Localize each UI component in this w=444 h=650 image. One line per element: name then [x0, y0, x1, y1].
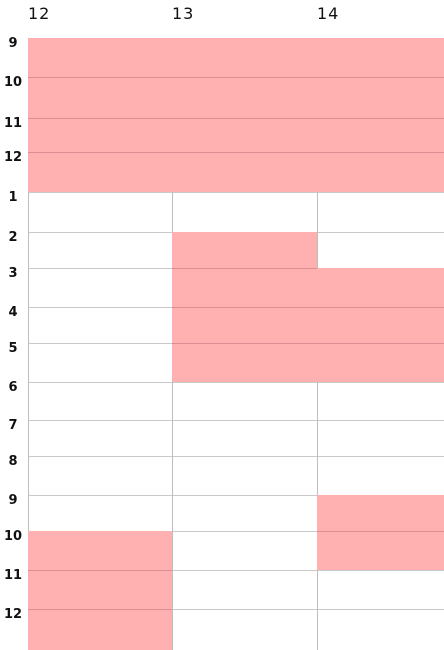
- busy-slot-divider: [317, 531, 444, 532]
- grid-hour-line: [28, 570, 444, 571]
- grid-hour-line: [28, 609, 444, 610]
- hour-label: 3: [8, 266, 18, 281]
- hour-label: 4: [8, 305, 18, 320]
- busy-slot-divider: [317, 343, 444, 344]
- hour-label: 9: [8, 36, 18, 51]
- hour-label: 11: [3, 116, 23, 131]
- busy-time-block[interactable]: [172, 232, 317, 382]
- busy-slot-divider: [317, 77, 444, 78]
- busy-slot-divider: [172, 152, 317, 153]
- busy-slot-divider: [317, 152, 444, 153]
- grid-hour-line: [28, 456, 444, 457]
- grid-hour-line: [28, 495, 444, 496]
- hour-label: 8: [8, 454, 18, 469]
- hour-label: 11: [3, 568, 23, 583]
- hour-label: 6: [8, 380, 18, 395]
- busy-time-block[interactable]: [317, 495, 444, 570]
- grid-hour-line: [28, 531, 444, 532]
- hour-label: 2: [8, 230, 18, 245]
- busy-slot-divider: [28, 118, 172, 119]
- busy-slot-divider: [317, 118, 444, 119]
- grid-hour-line: [28, 192, 444, 193]
- day-header-13: 13: [172, 4, 195, 23]
- hour-label: 9: [8, 493, 18, 508]
- hour-label: 12: [3, 607, 23, 622]
- busy-slot-divider: [28, 77, 172, 78]
- busy-slot-divider: [28, 152, 172, 153]
- busy-time-block[interactable]: [28, 531, 172, 650]
- busy-slot-divider: [28, 570, 172, 571]
- day-header-14: 14: [317, 4, 340, 23]
- busy-slot-divider: [172, 268, 317, 269]
- grid-hour-line: [28, 382, 444, 383]
- grid-day-line: [28, 38, 29, 650]
- busy-time-block[interactable]: [172, 38, 317, 192]
- hour-label: 1: [8, 190, 18, 205]
- busy-time-block[interactable]: [28, 38, 172, 192]
- busy-time-block[interactable]: [317, 268, 444, 382]
- day-header-12: 12: [28, 4, 51, 23]
- grid-hour-line: [28, 420, 444, 421]
- hour-label: 7: [8, 418, 18, 433]
- hour-label: 5: [8, 341, 18, 356]
- busy-slot-divider: [28, 609, 172, 610]
- hour-label: 12: [3, 150, 23, 165]
- hour-label: 10: [3, 529, 23, 544]
- busy-time-block[interactable]: [317, 38, 444, 192]
- busy-slot-divider: [317, 307, 444, 308]
- busy-slot-divider: [172, 307, 317, 308]
- hour-label: 10: [3, 75, 23, 90]
- busy-slot-divider: [172, 118, 317, 119]
- busy-slot-divider: [172, 77, 317, 78]
- busy-slot-divider: [172, 343, 317, 344]
